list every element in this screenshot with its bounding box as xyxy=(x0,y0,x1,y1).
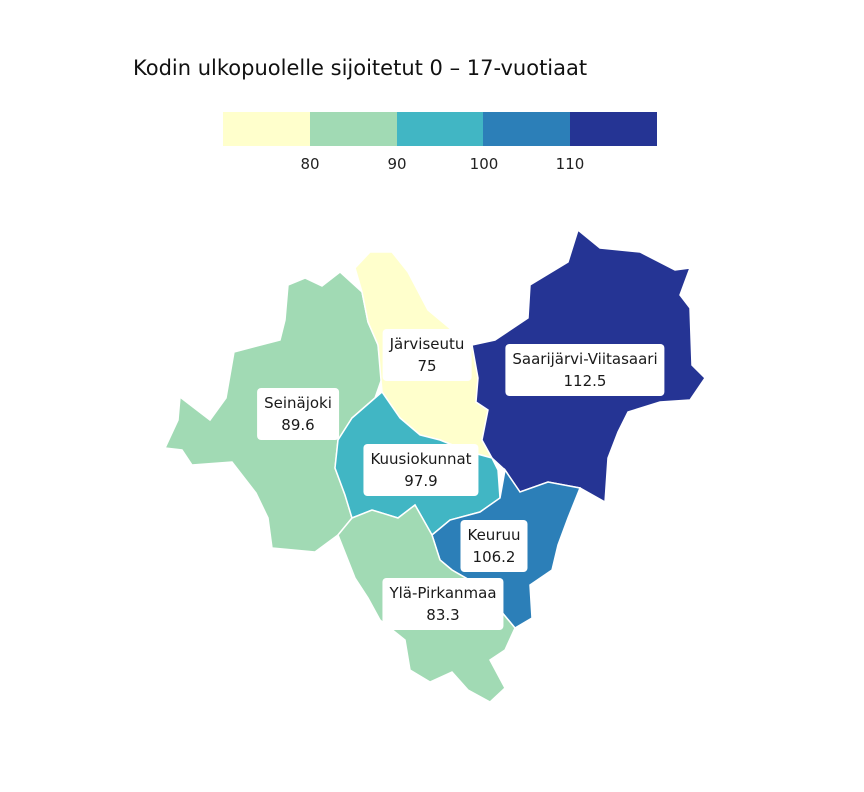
legend-swatch-3 xyxy=(396,112,484,146)
legend-swatch-1 xyxy=(223,112,310,146)
region-label-seinajoki: Seinäjoki 89.6 xyxy=(257,388,339,440)
legend-tick: 100 xyxy=(469,155,499,173)
region-label-yla-pirkanmaa: Ylä-Pirkanmaa 83.3 xyxy=(382,578,504,630)
color-legend xyxy=(223,112,657,146)
region-label-kuusiokunnat: Kuusiokunnat 97.9 xyxy=(363,444,479,496)
legend-swatch-2 xyxy=(309,112,397,146)
legend-swatch-4 xyxy=(483,112,571,146)
region-label-jarviseutu: Järviseutu 75 xyxy=(382,329,472,381)
region-label-saarijarvi: Saarijärvi-Viitasaari 112.5 xyxy=(505,344,665,396)
legend-swatch-5 xyxy=(570,112,657,146)
legend-tick: 110 xyxy=(555,155,585,173)
legend-tick: 90 xyxy=(387,155,407,173)
legend-tick: 80 xyxy=(300,155,320,173)
region-label-keuruu: Keuruu 106.2 xyxy=(460,520,528,572)
map-title: Kodin ulkopuolelle sijoitetut 0 – 17-vuo… xyxy=(133,56,588,80)
